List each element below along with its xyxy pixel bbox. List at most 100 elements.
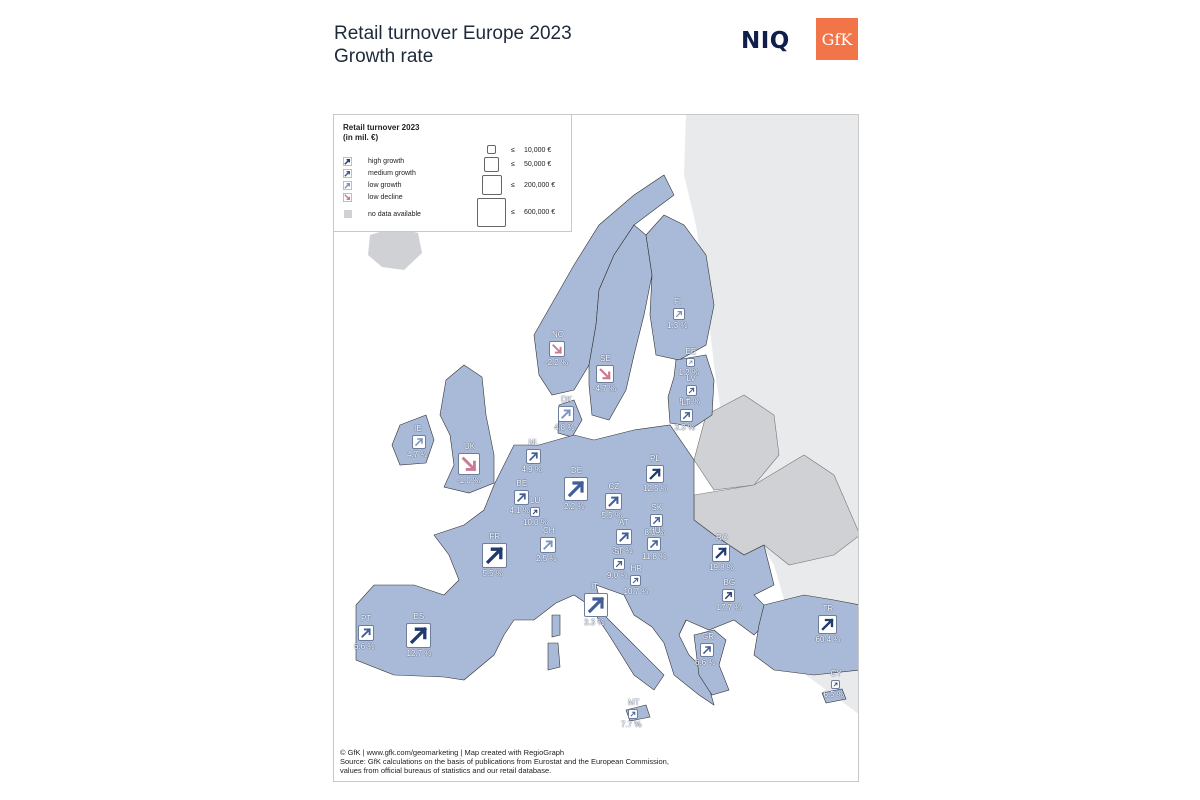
legend-item-medium-growth: medium growth xyxy=(343,168,416,178)
country-code-it: IT xyxy=(591,582,599,591)
country-code-mt: MT xyxy=(628,698,640,707)
country-code-ch: CH xyxy=(543,526,555,535)
arrow-up-icon-ch xyxy=(540,537,556,553)
growth-value-se: -4.7 % xyxy=(593,384,617,393)
size-label-200000: 200,000 € xyxy=(524,182,556,189)
legend-label-low-decline: low decline xyxy=(368,193,403,201)
arrow-up-icon-dk xyxy=(558,406,574,422)
legend-title-line-2: (in mil. €) xyxy=(343,133,379,142)
arrow-up-icon-cy xyxy=(831,680,840,689)
growth-value-lv: 5.5 % xyxy=(679,397,700,406)
legend-title-line-1: Retail turnover 2023 xyxy=(343,123,420,132)
growth-value-fi: 1.3 % xyxy=(667,321,688,330)
country-code-uk: UK xyxy=(464,442,476,451)
arrow-up-icon xyxy=(343,180,352,190)
arrow-up-icon-ie xyxy=(412,435,426,449)
growth-value-nl: 4.9 % xyxy=(521,465,542,474)
growth-value-hr: 10.7 % xyxy=(623,587,649,596)
arrow-up-icon-pl xyxy=(646,465,664,483)
growth-value-cy: 6.5 % xyxy=(823,690,844,699)
growth-value-pt: 6.6 % xyxy=(354,642,375,651)
arrow-up-icon xyxy=(343,168,352,178)
map-title: Retail turnover Europe 2023 Growth rate xyxy=(334,22,572,68)
growth-value-bg: 17.7 % xyxy=(716,603,742,612)
arrow-down-icon-se xyxy=(596,365,614,383)
size-label-10000: 10,000 € xyxy=(524,147,552,154)
growth-value-gr: 6.6 % xyxy=(695,658,716,667)
land-turkey xyxy=(753,594,858,676)
arrow-up-icon-gr xyxy=(700,643,714,657)
arrow-up-icon-it xyxy=(584,593,608,617)
arrow-up-icon-ro xyxy=(712,544,730,562)
arrow-up-icon-hr xyxy=(630,575,641,586)
arrow-up-icon-sk xyxy=(650,514,663,527)
grey-square-icon xyxy=(343,210,352,219)
country-code-si: SI xyxy=(614,547,622,556)
arrow-up-icon-at xyxy=(616,529,632,545)
country-code-fi: FI xyxy=(674,297,682,306)
arrow-up-icon-ee xyxy=(686,358,695,367)
land-cyprus xyxy=(821,688,847,704)
country-code-nl: NL xyxy=(528,438,539,447)
legend-title: Retail turnover 2023 (in mil. €) xyxy=(343,123,419,143)
europe-map: Retail turnover 2023 (in mil. €) high gr… xyxy=(333,114,859,782)
arrow-up-icon-si xyxy=(613,558,625,570)
size-box-600000 xyxy=(477,198,506,227)
country-code-no: NO xyxy=(552,330,564,339)
arrow-up-icon-mt xyxy=(628,709,638,719)
size-label-50000: 50,000 € xyxy=(524,161,552,168)
growth-value-hu: 11.8 % xyxy=(642,552,667,561)
legend-item-low-growth: low growth xyxy=(343,180,401,190)
legend-item-low-decline: low decline xyxy=(343,192,403,202)
country-code-at: AT xyxy=(619,518,629,527)
country-code-dk: DK xyxy=(561,395,573,404)
arrow-up-icon-be xyxy=(514,490,529,505)
growth-value-es: 12.7 % xyxy=(406,649,432,658)
title-line-1: Retail turnover Europe 2023 xyxy=(334,23,572,44)
credits-line-3: values from official bureaus of statisti… xyxy=(340,766,552,775)
arrow-down-icon-uk xyxy=(458,453,480,475)
country-code-se: SE xyxy=(600,354,611,363)
land-iceland xyxy=(368,227,422,270)
growth-value-ro: 19.8 % xyxy=(709,563,734,572)
growth-value-si: 9.0 % xyxy=(607,571,628,580)
growth-value-ch: 2.5 % xyxy=(536,554,557,563)
land-greenland-top xyxy=(764,115,858,155)
arrow-up-icon-pt xyxy=(358,625,374,641)
credits-line-1: © GfK | www.gfk.com/geomarketing | Map c… xyxy=(340,748,565,757)
gfk-logo: GfK xyxy=(816,18,858,60)
country-code-fr: FR xyxy=(489,532,501,541)
size-le-1: ≤ xyxy=(511,147,515,154)
growth-value-ie: 4.7 % xyxy=(407,450,428,459)
arrow-up-icon-bg xyxy=(722,589,735,602)
growth-value-dk: 4.8 % xyxy=(554,423,575,432)
arrow-up-icon-lv xyxy=(686,385,697,396)
country-code-ro: RO xyxy=(716,533,728,542)
arrow-down-icon xyxy=(343,192,352,202)
growth-value-sk: 8.0 % xyxy=(644,528,665,537)
land-belarus xyxy=(693,394,780,491)
country-code-lv: LV xyxy=(686,374,696,383)
country-code-lu: LU xyxy=(530,496,541,505)
arrow-up-icon-fr xyxy=(482,543,507,568)
country-code-pl: PL xyxy=(650,454,660,463)
legend-label-low-growth: low growth xyxy=(368,181,402,189)
growth-value-ee: 1.2 % xyxy=(678,368,699,377)
arrow-up-icon-lu xyxy=(530,507,540,517)
arrow-down-icon-no xyxy=(549,341,565,357)
growth-value-mt: 7.7 % xyxy=(621,720,642,729)
country-code-pt: PT xyxy=(361,614,372,623)
size-le-4: ≤ xyxy=(511,209,515,216)
credits-line-2: Source: GfK calculations on the basis of… xyxy=(340,757,669,766)
growth-value-lu: 10.0 % xyxy=(523,518,548,527)
growth-value-fr: 5.5 % xyxy=(482,569,503,578)
legend-label-no-data: no data available xyxy=(368,210,421,218)
arrow-up-icon-fi xyxy=(673,308,685,320)
country-code-sk: SK xyxy=(651,503,663,512)
country-code-es: ES xyxy=(413,612,425,621)
country-code-de: DE xyxy=(571,466,583,475)
country-code-hr: HR xyxy=(630,564,643,573)
arrow-up-icon-nl xyxy=(526,449,541,464)
country-code-cy: CY xyxy=(830,669,842,678)
niq-logo: NIQ xyxy=(741,28,790,54)
